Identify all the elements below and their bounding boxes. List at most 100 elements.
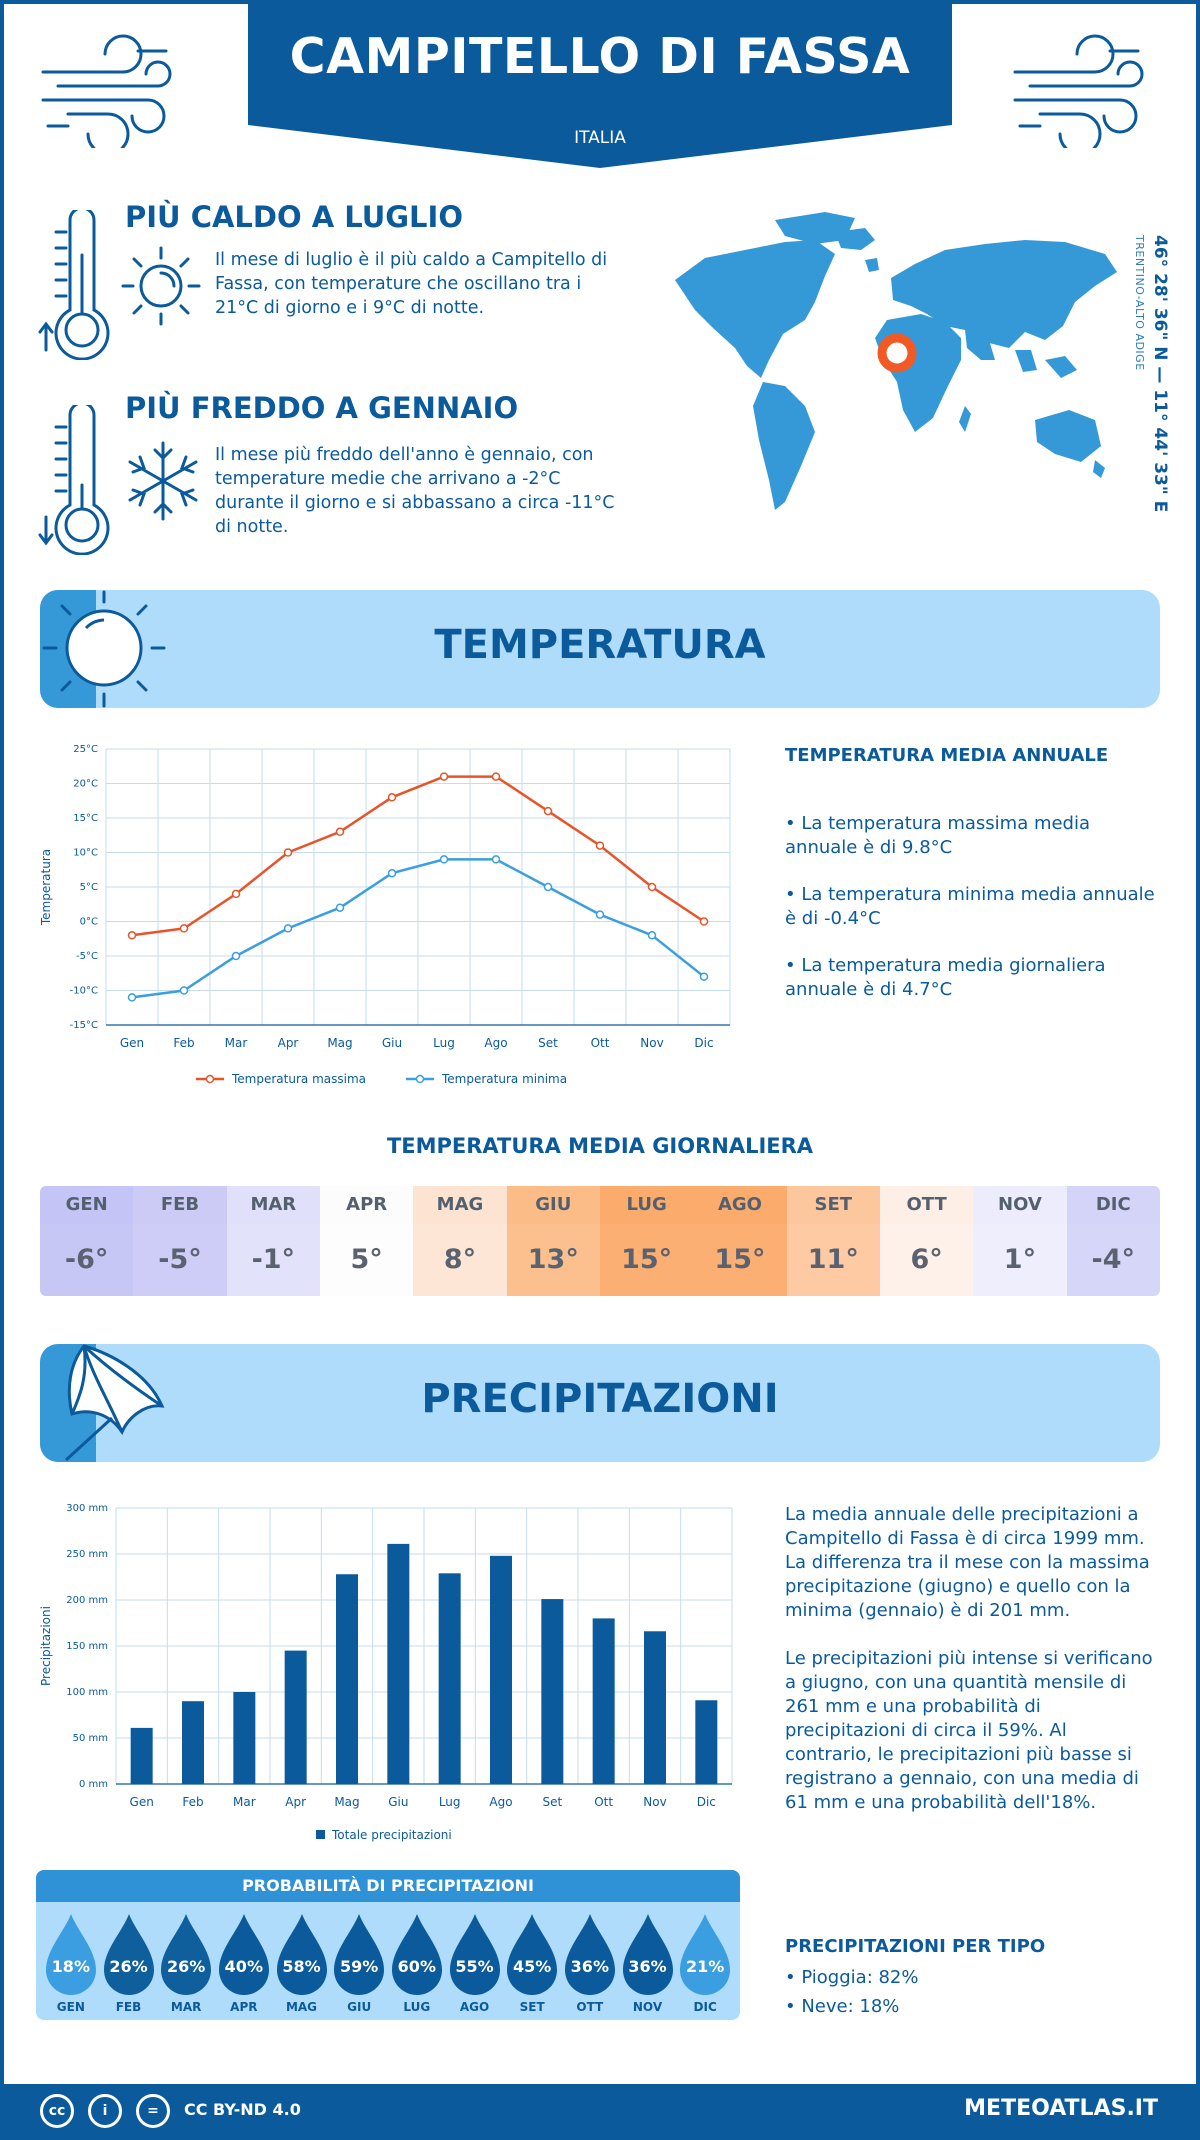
country-label: ITALIA xyxy=(574,128,626,148)
thermometer-cold-icon xyxy=(38,405,110,555)
probability-value: 21% xyxy=(686,1957,725,1976)
data-point xyxy=(231,951,241,961)
data-point xyxy=(595,841,605,850)
legend-label: Totale precipitazioni xyxy=(331,1828,452,1842)
wind-icon xyxy=(41,34,172,148)
probability-drop: 59% GIU xyxy=(330,1912,388,2014)
x-tick-label: Gen xyxy=(120,1036,144,1050)
daily-temperature-value: 11° xyxy=(786,1224,880,1296)
raindrop-icon xyxy=(507,1914,558,1995)
x-tick-label: Set xyxy=(542,1795,562,1809)
data-point xyxy=(283,848,293,857)
probability-month: FEB xyxy=(115,2000,142,2014)
data-point xyxy=(127,993,137,1002)
probability-value: 36% xyxy=(628,1957,667,1976)
x-tick-label: Mag xyxy=(334,1795,359,1809)
daily-cell: AGO 15° xyxy=(693,1186,787,1296)
precipitation-bar xyxy=(644,1631,666,1784)
y-tick-label: 150 mm xyxy=(66,1641,108,1652)
probability-drop: 18% GEN xyxy=(42,1912,100,2014)
probability-drop: 58% MAG xyxy=(273,1912,331,2014)
precipitation-bar xyxy=(592,1618,615,1784)
daily-temperature-value: 1° xyxy=(973,1224,1067,1296)
y-tick-label: 200 mm xyxy=(66,1595,108,1606)
daily-temperature-table: GEN -6° FEB -5° MAR -1° APR 5° MAG 8° GIU 13° LUG 15°… xyxy=(40,1186,1160,1296)
data-point xyxy=(699,917,709,926)
coldest-text: Il mese più freddo dell'anno è gennaio, … xyxy=(215,445,615,537)
probability-value: 45% xyxy=(513,1957,552,1976)
data-point xyxy=(595,910,605,919)
data-point xyxy=(647,882,657,892)
legend-swatch xyxy=(316,1830,325,1839)
probability-month: AGO xyxy=(459,2000,490,2014)
probability-value: 60% xyxy=(397,1957,436,1976)
precipitation-summary: La media annuale delle precipitazioni a … xyxy=(785,1504,1150,1621)
precipitation-details: Le precipitazioni più intense si verific… xyxy=(785,1648,1153,1813)
y-axis-label: Precipitazioni xyxy=(39,1606,53,1686)
daily-month-label: GEN xyxy=(40,1186,134,1224)
x-tick-label: Mar xyxy=(225,1036,248,1050)
raindrop-icon xyxy=(218,1914,269,1995)
x-tick-label: Apr xyxy=(278,1036,299,1050)
y-tick-label: -10°C xyxy=(70,986,98,997)
x-tick-label: Ott xyxy=(594,1795,613,1809)
rain-share: • Pioggia: 82% xyxy=(785,1967,919,1988)
max-temperature-text: • La temperatura massima media annuale è… xyxy=(785,813,1091,858)
daily-cell: MAG 8° xyxy=(413,1186,507,1296)
world-map xyxy=(675,212,1117,510)
y-tick-label: 5°C xyxy=(80,882,98,893)
x-tick-label: Lug xyxy=(433,1036,455,1050)
probability-title: PROBABILITÀ DI PRECIPITAZIONI xyxy=(36,1870,740,1902)
temperature-chart: -15°C -10°C -5°C 0°C 5°C 10°C 15°C 20°C 25°C Gen F… xyxy=(39,744,731,1086)
y-axis-label: Temperatura xyxy=(39,849,53,926)
avg-temperature-text: • La temperatura media giornaliera annua… xyxy=(785,955,1106,1000)
y-tick-label: 100 mm xyxy=(66,1687,108,1698)
raindrop-icon xyxy=(161,1914,212,1995)
daily-month-label: GIU xyxy=(506,1186,600,1224)
sun-icon xyxy=(121,246,201,326)
x-tick-label: Gen xyxy=(130,1795,154,1809)
x-tick-label: Mar xyxy=(233,1795,256,1809)
cc-icon: cc xyxy=(40,2094,74,2128)
daily-temperature-value: 15° xyxy=(693,1224,787,1296)
brand-link[interactable]: METEOATLAS.IT xyxy=(964,2096,1158,2121)
x-tick-label: Lug xyxy=(439,1795,461,1809)
series-line-0 xyxy=(131,775,705,937)
x-tick-label: Dic xyxy=(694,1036,713,1050)
wind-icon xyxy=(1013,34,1144,148)
x-tick-label: Giu xyxy=(382,1036,402,1050)
data-point xyxy=(491,772,501,781)
probability-drop: 45% SET xyxy=(503,1912,561,2014)
probability-value: 26% xyxy=(109,1957,148,1976)
umbrella-icon xyxy=(64,1344,165,1462)
probability-month: MAR xyxy=(170,2000,202,2014)
daily-month-label: MAR xyxy=(226,1186,320,1224)
x-tick-label: Feb xyxy=(182,1795,203,1809)
data-point xyxy=(179,924,189,933)
precipitation-chart: 0 mm 50 mm 100 mm 150 mm 200 mm 250 mm 300 mm G… xyxy=(39,1503,733,1842)
daily-temperature-value: -6° xyxy=(40,1224,134,1296)
precipitation-bar xyxy=(541,1599,564,1784)
coldest-title: PIÙ FREDDO A GENNAIO xyxy=(125,391,519,425)
x-tick-label: Feb xyxy=(173,1036,194,1050)
data-point xyxy=(439,772,449,781)
probability-month: OTT xyxy=(576,2000,604,2014)
daily-cell: FEB -5° xyxy=(133,1186,227,1296)
precipitation-section-title: PRECIPITAZIONI xyxy=(421,1376,779,1422)
data-point xyxy=(387,793,397,802)
y-tick-label: -15°C xyxy=(70,1020,98,1031)
y-tick-label: 0°C xyxy=(80,917,98,928)
probability-drop: 40% APR xyxy=(215,1912,273,2014)
y-tick-label: 300 mm xyxy=(66,1503,108,1514)
y-tick-label: 50 mm xyxy=(73,1733,108,1744)
probability-drop: 26% MAR xyxy=(157,1912,215,2014)
precipitation-bar xyxy=(336,1574,358,1784)
probability-value: 55% xyxy=(455,1957,494,1976)
footer xyxy=(0,2084,1200,2140)
probability-drop: 60% LUG xyxy=(388,1912,446,2014)
data-point xyxy=(647,931,657,940)
probability-value: 58% xyxy=(282,1957,321,1976)
raindrop-icon xyxy=(680,1914,731,1995)
raindrop-icon xyxy=(449,1914,500,1995)
data-point xyxy=(127,931,137,940)
